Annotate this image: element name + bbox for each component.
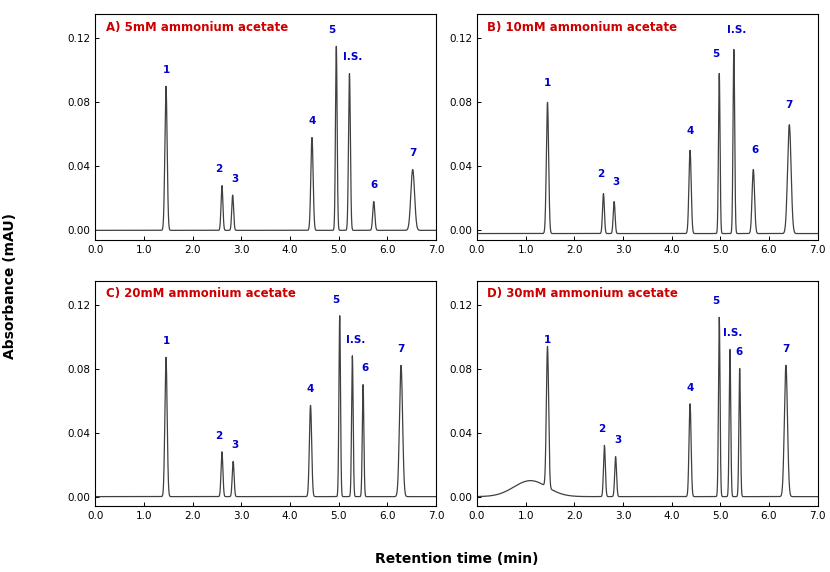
Text: 3: 3 xyxy=(613,177,620,187)
Text: 5: 5 xyxy=(328,25,335,35)
Text: 4: 4 xyxy=(686,383,694,392)
Text: 2: 2 xyxy=(598,424,605,434)
Text: 7: 7 xyxy=(786,100,793,110)
Text: 6: 6 xyxy=(752,145,759,155)
Text: Retention time (min): Retention time (min) xyxy=(375,553,538,566)
Text: 7: 7 xyxy=(782,344,789,354)
Text: 7: 7 xyxy=(409,148,417,158)
Text: 5: 5 xyxy=(712,49,719,59)
Text: 2: 2 xyxy=(216,431,222,440)
Text: 3: 3 xyxy=(231,174,238,184)
Text: I.S.: I.S. xyxy=(345,335,365,344)
Text: 4: 4 xyxy=(686,126,694,136)
Text: 3: 3 xyxy=(614,435,621,446)
Text: 6: 6 xyxy=(735,347,742,358)
Text: 5: 5 xyxy=(712,296,719,306)
Text: 2: 2 xyxy=(216,164,222,174)
Text: 6: 6 xyxy=(361,363,369,374)
Text: 2: 2 xyxy=(597,169,604,179)
Text: 3: 3 xyxy=(232,440,239,450)
Text: Absorbance (mAU): Absorbance (mAU) xyxy=(3,213,17,359)
Text: B) 10mM ammonium acetate: B) 10mM ammonium acetate xyxy=(487,21,677,34)
Text: D) 30mM ammonium acetate: D) 30mM ammonium acetate xyxy=(487,287,678,300)
Text: 1: 1 xyxy=(163,336,169,346)
Text: 1: 1 xyxy=(163,65,169,75)
Text: 6: 6 xyxy=(370,180,378,190)
Text: 1: 1 xyxy=(544,335,551,344)
Text: 1: 1 xyxy=(544,78,551,88)
Text: I.S.: I.S. xyxy=(723,328,743,338)
Text: I.S.: I.S. xyxy=(727,25,746,35)
Text: 7: 7 xyxy=(398,344,405,354)
Text: 5: 5 xyxy=(332,295,339,304)
Text: C) 20mM ammonium acetate: C) 20mM ammonium acetate xyxy=(105,287,295,300)
Text: I.S.: I.S. xyxy=(343,52,362,62)
Text: 4: 4 xyxy=(307,384,315,394)
Text: 4: 4 xyxy=(308,116,315,126)
Text: A) 5mM ammonium acetate: A) 5mM ammonium acetate xyxy=(105,21,288,34)
